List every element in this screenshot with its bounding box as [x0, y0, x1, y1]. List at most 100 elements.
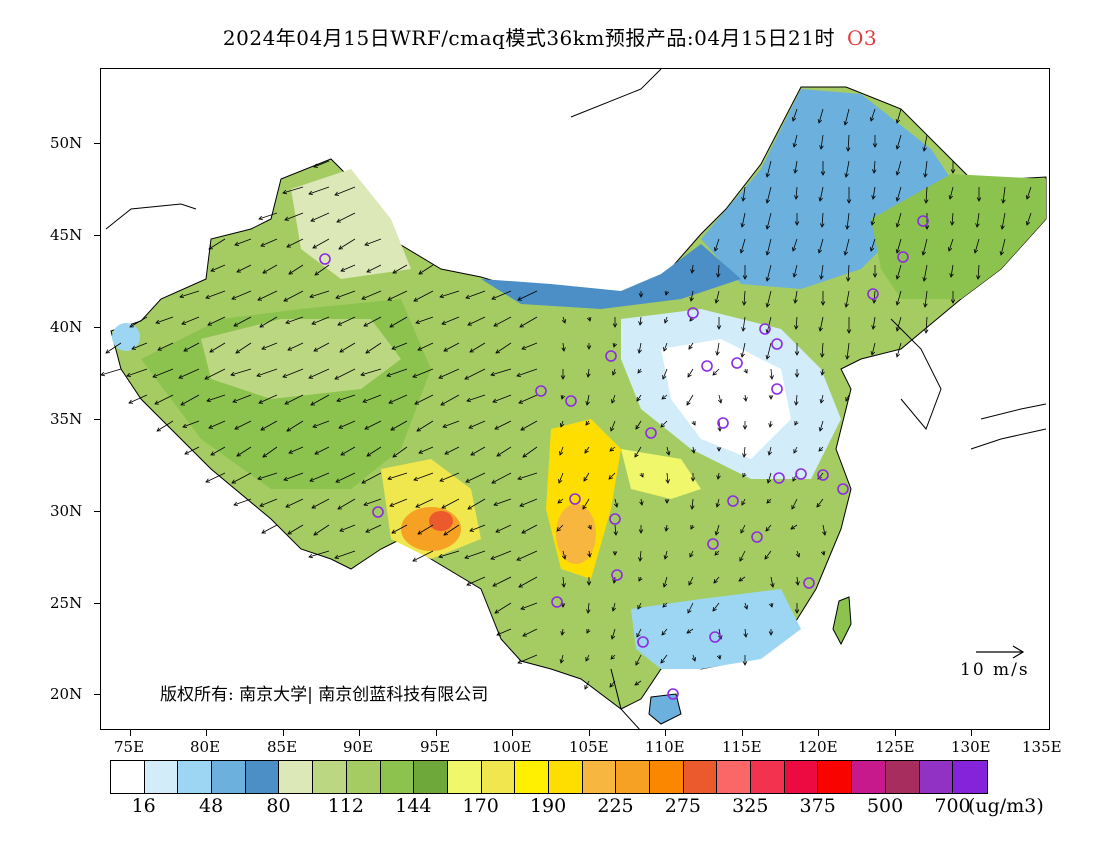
wind-arrowhead	[365, 528, 371, 533]
wind-arrow	[820, 134, 824, 150]
wind-arrow	[465, 290, 486, 299]
colorbar-label: 500	[866, 795, 904, 817]
wind-arrowhead	[923, 173, 928, 178]
wind-arrowhead	[312, 244, 318, 249]
wind-arrowhead	[286, 427, 292, 432]
wind-arrow	[636, 394, 642, 402]
wind-arrow	[309, 472, 330, 482]
wind-arrow	[443, 524, 460, 536]
wind-arrowhead	[235, 349, 241, 354]
wind-arrow	[466, 394, 486, 402]
wind-arrowhead	[494, 425, 500, 430]
wind-arrowhead	[845, 277, 851, 282]
wind-arrowhead	[365, 349, 371, 354]
wind-arrow	[661, 628, 668, 636]
title-text: 2024年04月15日WRF/cmaq模式36km预报产品:04月15日21时	[222, 26, 835, 50]
wind-arrowhead	[363, 501, 369, 507]
wind-arrow	[562, 550, 566, 560]
wind-arrow	[312, 238, 330, 249]
wind-arrow	[520, 602, 538, 610]
wind-arrow	[260, 238, 278, 247]
station-marker	[372, 506, 384, 518]
wind-arrowhead	[715, 503, 721, 508]
wind-arrow	[556, 524, 564, 532]
wind-arrow	[744, 394, 747, 402]
wind-arrowhead	[560, 631, 565, 636]
wind-arrowhead	[921, 251, 927, 256]
wind-arrowhead	[586, 373, 591, 378]
wind-arrowhead	[391, 529, 397, 534]
wind-arrow	[663, 342, 668, 352]
wind-arrowhead	[438, 374, 444, 379]
wind-arrowhead	[181, 320, 187, 325]
wind-arrowhead	[586, 345, 592, 350]
wind-arrow	[584, 446, 590, 454]
wind-arrow	[561, 628, 564, 636]
wind-arrowhead	[611, 370, 617, 376]
wind-arrow	[517, 654, 538, 664]
wind-arrow	[948, 238, 954, 252]
wind-arrow	[740, 524, 746, 534]
wind-arrowhead	[414, 400, 420, 405]
wind-arrow	[284, 394, 304, 405]
wind-arrowhead	[872, 273, 878, 278]
wind-arrowhead	[517, 659, 523, 664]
wind-arrow	[286, 238, 304, 248]
wind-arrow	[588, 550, 591, 558]
wind-arrow	[179, 290, 200, 298]
wind-arrowhead	[794, 609, 800, 614]
colorbar-swatch	[885, 761, 920, 793]
wind-arrowhead	[691, 656, 697, 662]
wind-arrowhead	[561, 347, 566, 352]
wind-arrow	[183, 342, 200, 352]
wind-arrowhead	[561, 318, 567, 324]
wind-arrow	[794, 160, 798, 174]
lat-tick	[94, 694, 100, 695]
wind-arrow	[261, 524, 278, 534]
wind-arrow	[387, 290, 408, 301]
wind-arrowhead	[586, 317, 592, 322]
colorbar-swatch	[953, 761, 987, 793]
wind-arrowhead	[469, 527, 475, 532]
station-marker	[795, 468, 807, 480]
station-marker	[551, 596, 563, 608]
wind-arrow	[308, 186, 330, 195]
wind-arrowhead	[335, 294, 341, 299]
wind-arrow	[690, 290, 694, 302]
wind-arrowhead	[818, 197, 823, 202]
station-marker	[717, 417, 729, 429]
colorbar-label: 190	[529, 795, 567, 817]
wind-arrow	[847, 264, 850, 282]
wind-arrowhead	[495, 349, 501, 354]
wind-arrowhead	[794, 325, 799, 330]
wind-arrowhead	[740, 353, 745, 358]
wind-arrowhead	[690, 524, 695, 530]
wind-arrow	[233, 316, 252, 327]
wind-arrowhead	[364, 425, 370, 430]
colorbar-label: 16	[131, 795, 156, 817]
wind-arrow	[587, 602, 590, 614]
wind-arrow	[873, 290, 876, 304]
wind-arrowhead	[638, 529, 644, 534]
lon-tick	[971, 730, 972, 736]
wind-arrowhead	[691, 449, 696, 454]
colorbar-label: 170	[462, 795, 499, 817]
wind-arrow	[412, 368, 434, 378]
wind-arrowhead	[364, 241, 370, 246]
wind-arrowhead	[310, 217, 316, 222]
wind-arrowhead	[154, 400, 160, 405]
wind-arrow	[716, 498, 720, 508]
north-china-white-area	[661, 339, 791, 459]
station-marker	[837, 483, 849, 495]
wind-arrowhead	[690, 505, 695, 510]
wind-arrow	[640, 498, 643, 506]
wind-arrowhead	[1000, 225, 1005, 230]
lon-label: 95E	[420, 738, 451, 756]
wind-arrowhead	[768, 603, 774, 608]
station-marker	[611, 569, 623, 581]
wind-arrow	[847, 134, 850, 152]
wind-arrow	[309, 290, 330, 298]
wind-arrowhead	[794, 373, 800, 378]
colorbar-swatch	[212, 761, 246, 793]
wind-arrow	[663, 576, 668, 588]
